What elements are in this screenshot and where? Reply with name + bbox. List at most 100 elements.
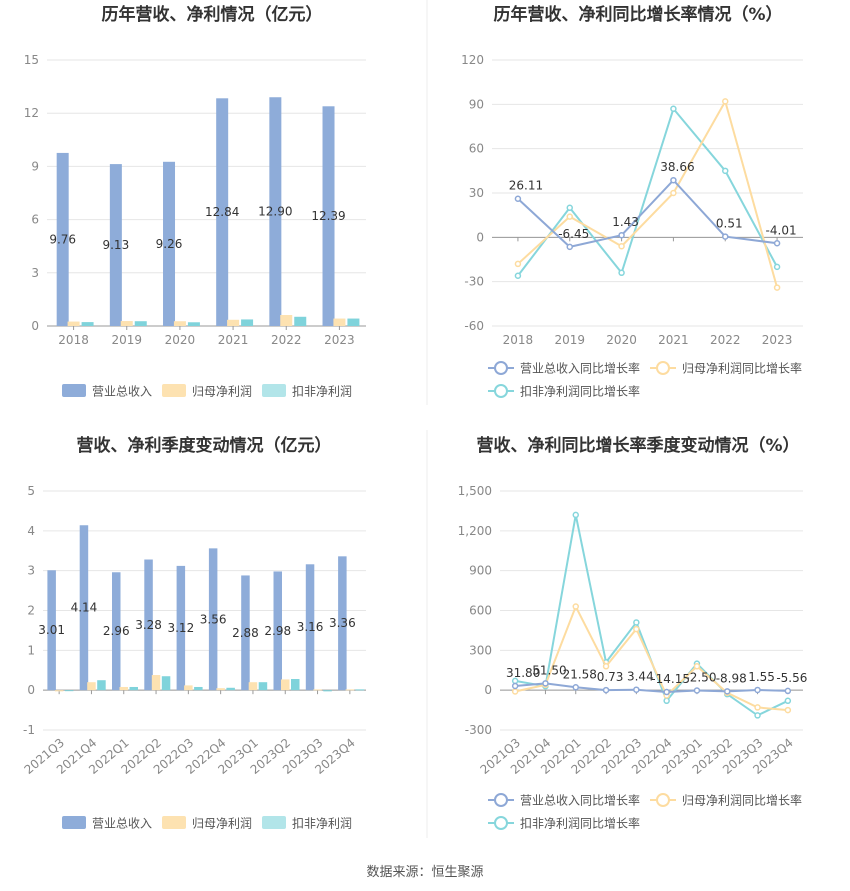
y-tick-label: 900 — [469, 564, 492, 578]
data-label: 3.44 — [627, 670, 654, 684]
legend-label: 扣非净利润 — [292, 385, 352, 399]
series-point-1 — [542, 680, 549, 687]
data-label: -5.56 — [776, 671, 807, 685]
series-point-1 — [773, 240, 781, 247]
bar-2 — [54, 690, 64, 692]
data-label: 9.26 — [156, 237, 183, 251]
series-point-3 — [572, 511, 579, 519]
x-tick-label: 2020 — [165, 333, 196, 347]
x-tick-label: 2023 — [324, 333, 355, 347]
y-tick-label: 0 — [31, 319, 39, 333]
series-point-3 — [722, 167, 729, 175]
data-label: 12.84 — [205, 205, 239, 219]
data-label: -14.15 — [651, 672, 690, 686]
chart-title: 营收、净利季度变动情况（亿元） — [77, 435, 332, 456]
bar-3 — [97, 680, 106, 691]
bar-2 — [313, 689, 322, 691]
x-tick-label: 2018 — [58, 333, 89, 347]
series-point-3 — [663, 697, 670, 705]
x-tick-label: 2021 — [218, 333, 249, 347]
bar-1 — [109, 164, 122, 326]
series-point-1 — [663, 688, 670, 696]
y-tick-label: 0 — [484, 683, 492, 697]
series-line-2 — [517, 98, 779, 288]
data-label: 9.13 — [102, 238, 129, 252]
data-label: 1.43 — [612, 215, 639, 229]
y-tick-label: -30 — [464, 275, 484, 289]
data-label: 26.11 — [509, 179, 543, 193]
bar-2 — [216, 688, 225, 691]
bar-2 — [280, 315, 293, 326]
y-tick-label: 3 — [31, 266, 39, 280]
bar-3 — [241, 319, 254, 326]
bar-1 — [79, 525, 89, 691]
bar-3 — [64, 690, 74, 692]
legend-label: 扣非净利润 — [292, 817, 352, 831]
data-label: 51.50 — [532, 663, 566, 677]
series-point-2 — [602, 663, 610, 670]
series-point-2 — [511, 688, 519, 695]
series-point-1 — [618, 231, 625, 239]
legend-label: 归母净利润同比增长率 — [682, 361, 802, 376]
bar-1 — [144, 559, 153, 691]
y-tick-label: 5 — [27, 484, 35, 498]
y-tick-label: -1 — [23, 723, 35, 737]
series-line-1 — [517, 178, 778, 248]
y-tick-label: 120 — [461, 53, 484, 67]
bar-3 — [129, 686, 138, 691]
y-tick-label: 300 — [469, 643, 492, 657]
bar-3 — [161, 676, 171, 691]
series-point-3 — [618, 269, 625, 277]
bar-1 — [338, 556, 347, 691]
series-point-1 — [724, 688, 731, 695]
series-line-1 — [515, 682, 788, 694]
legend-label: 归母净利润同比增长率 — [682, 793, 802, 808]
series-point-3 — [773, 263, 781, 271]
bar-3 — [291, 679, 300, 691]
chart-title: 历年营收、净利情况（亿元） — [102, 4, 323, 25]
x-tick-label: 2021 — [658, 333, 689, 347]
data-label: -2.50 — [685, 670, 716, 684]
series-point-1 — [722, 233, 729, 240]
data-label: 12.39 — [311, 209, 345, 223]
data-label: 1.55 — [748, 670, 775, 684]
bar-1 — [176, 565, 186, 691]
data-label: 3.56 — [200, 612, 227, 626]
chart-panel-1: 历年营收、净利情况（亿元） 15 12 9 6 3 0 2018 2019 2020 2021 202… — [24, 4, 366, 399]
data-label: 9.76 — [49, 232, 76, 246]
bar-2 — [173, 321, 186, 326]
bar-2 — [333, 318, 346, 326]
y-tick-label: 1,500 — [458, 484, 492, 498]
y-tick-label: 6 — [31, 213, 39, 227]
bar-3 — [258, 682, 268, 691]
legend-swatch-marker — [656, 793, 670, 807]
bar-1 — [269, 97, 282, 327]
x-tick-label: 2019 — [111, 333, 142, 347]
bar-1 — [241, 575, 250, 691]
legend-swatch — [262, 384, 286, 397]
data-label: -6.45 — [558, 227, 589, 241]
legend-label: 营业总收入同比增长率 — [520, 793, 640, 808]
legend-swatch — [262, 816, 286, 829]
x-tick-label: 2022 — [710, 333, 741, 347]
bar-1 — [273, 571, 282, 691]
series-line-2 — [514, 604, 788, 712]
chart-panel-4: 营收、净利同比增长率季度变动情况（%） 1,500 1,200 900 600 300 0 -… — [458, 435, 808, 831]
legend-swatch-marker — [494, 793, 508, 807]
bar-3 — [226, 687, 235, 691]
y-tick-label: 15 — [24, 53, 39, 67]
legend-swatch — [62, 816, 86, 829]
series-point-2 — [784, 706, 792, 714]
data-label: 2.88 — [232, 626, 259, 640]
series-point-2 — [633, 625, 640, 633]
data-label: 3.12 — [167, 621, 194, 635]
chart-title: 营收、净利同比增长率季度变动情况（%） — [476, 435, 799, 456]
chart-panel-3: 营收、净利季度变动情况（亿元）543210-12021Q32021Q42022Q… — [22, 435, 366, 831]
series-point-2 — [773, 284, 781, 291]
series-point-2 — [693, 663, 701, 670]
bar-2 — [248, 682, 258, 691]
data-label: 3.01 — [38, 623, 65, 637]
series-point-1 — [514, 195, 522, 202]
legend-label: 扣非净利润同比增长率 — [520, 816, 640, 831]
y-tick-label: 90 — [469, 97, 484, 111]
